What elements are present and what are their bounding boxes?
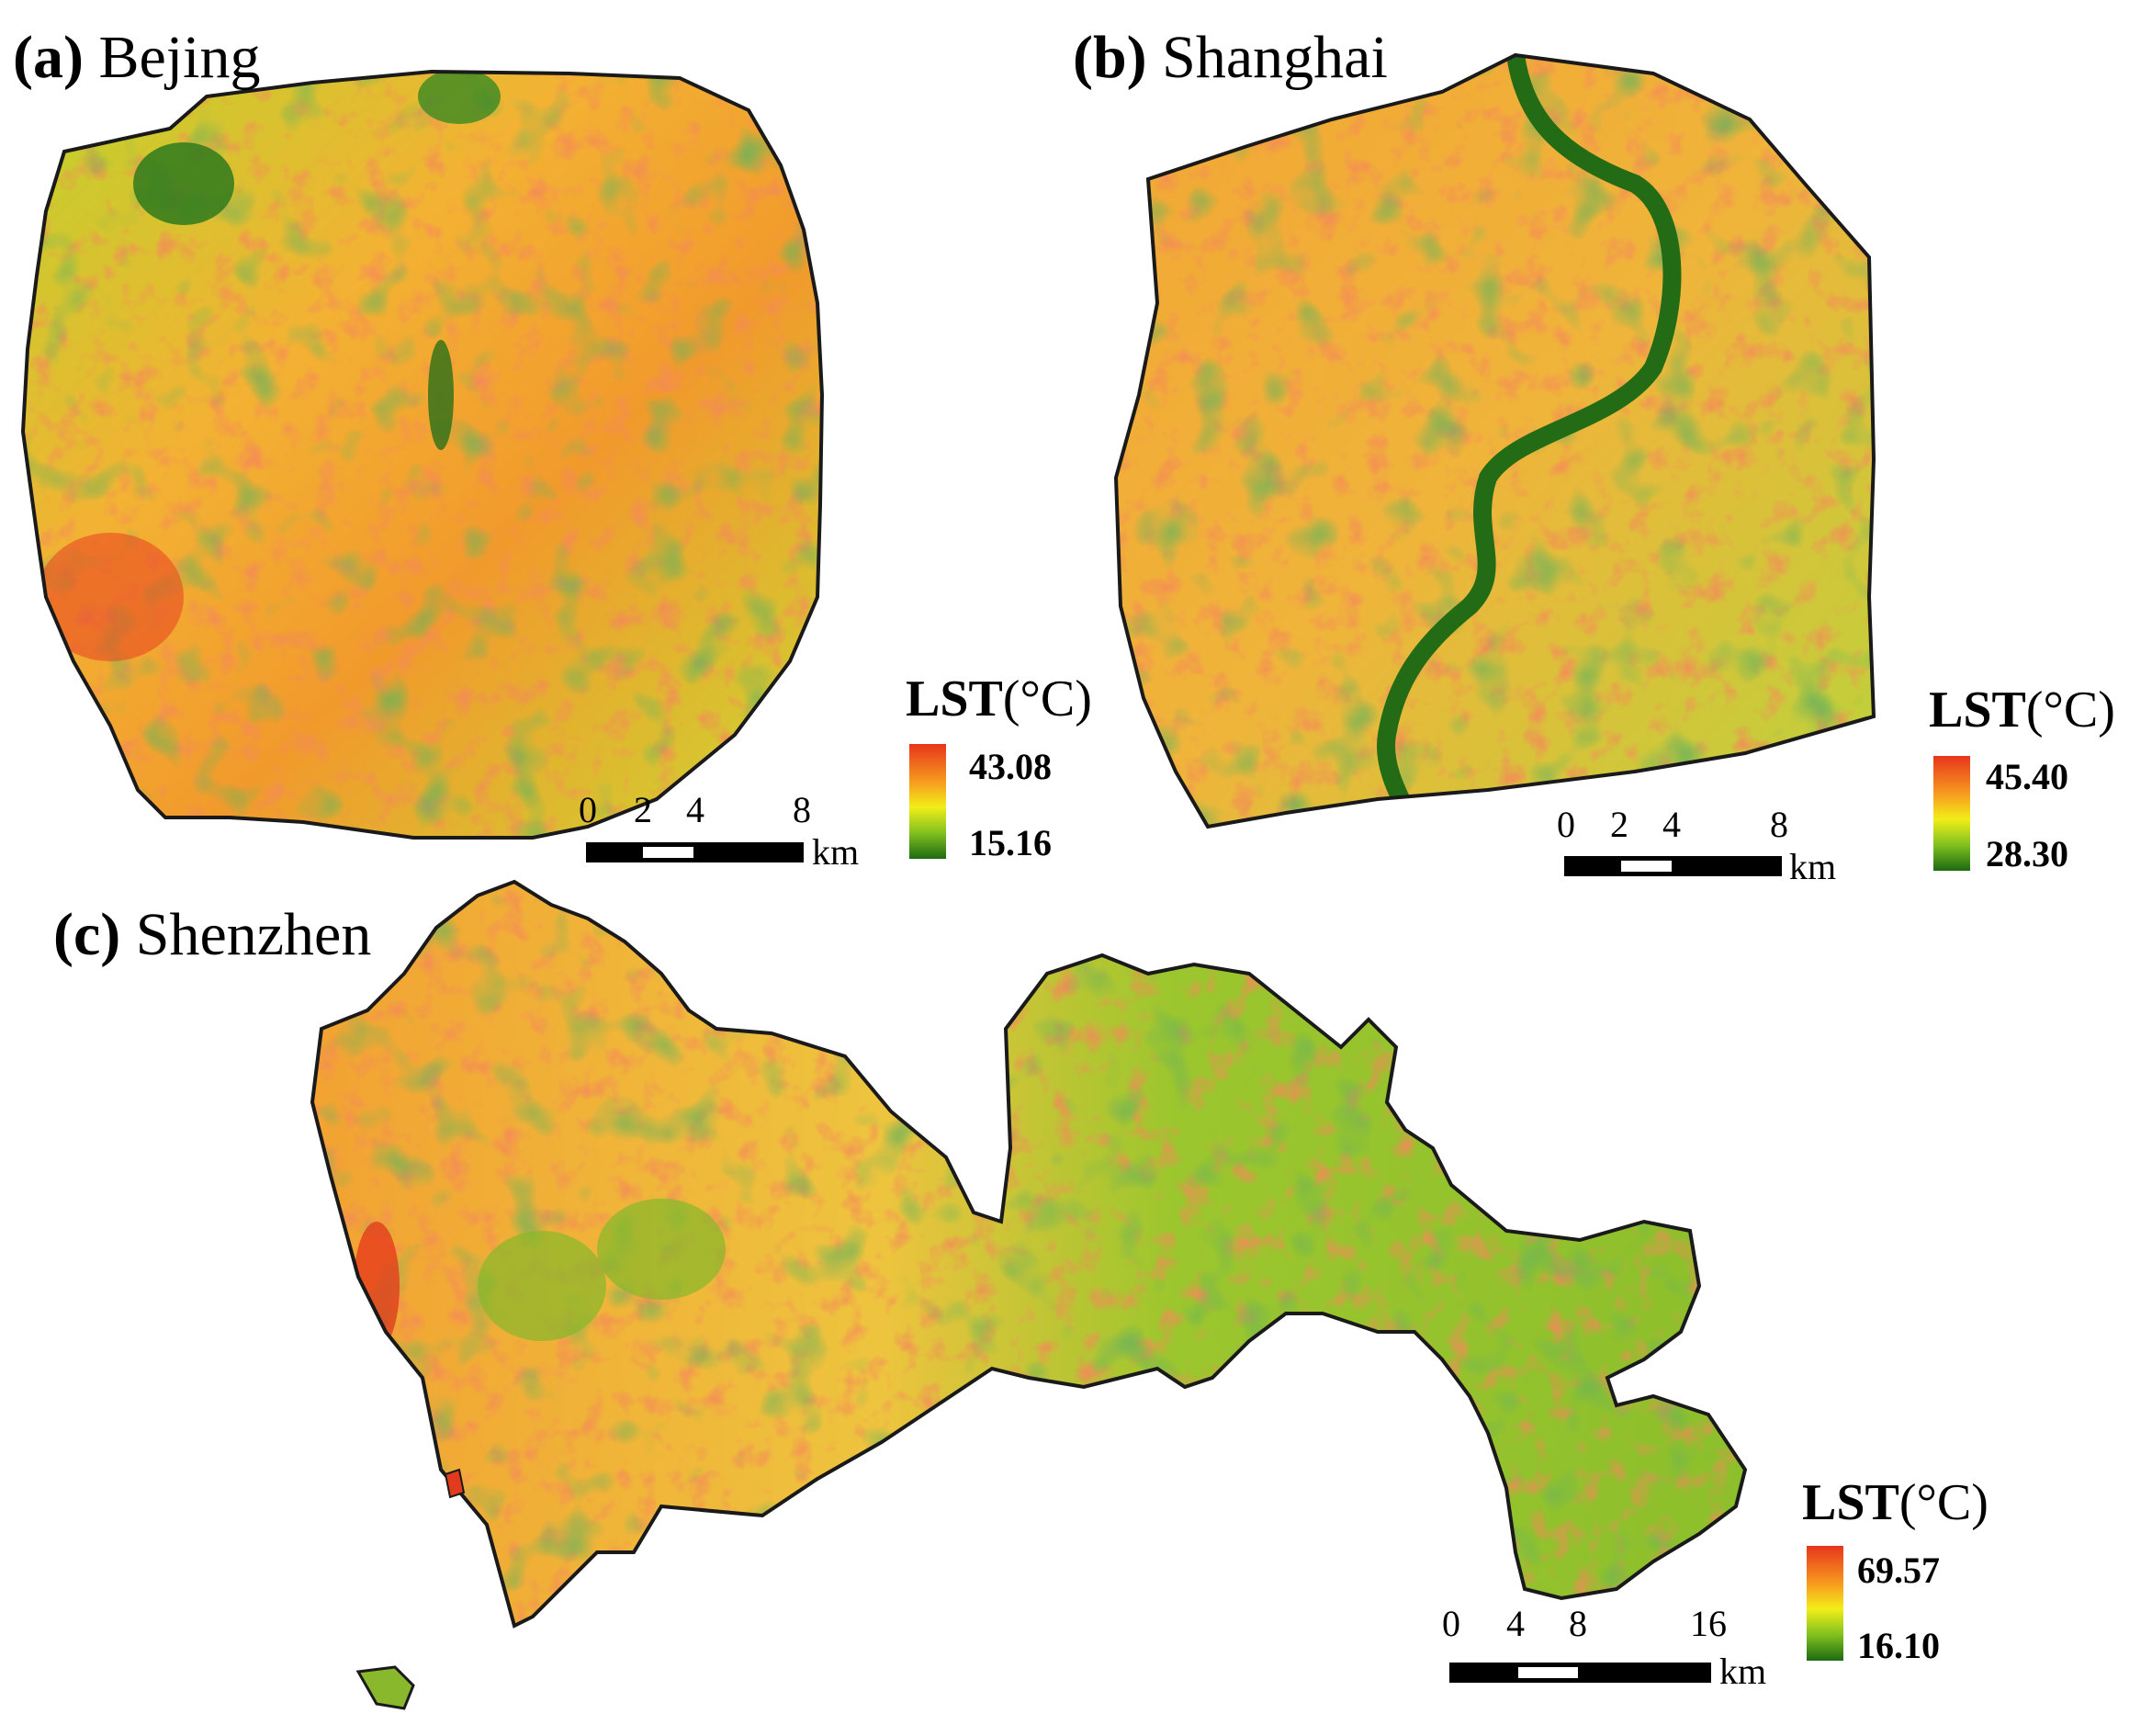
legend-colorbar-b bbox=[1933, 756, 1970, 871]
legend-colorbar-a bbox=[909, 744, 946, 859]
scalebar-c-unit: km bbox=[1719, 1651, 1767, 1692]
legend-min-c: 16.10 bbox=[1857, 1625, 1940, 1666]
legend-max-c: 69.57 bbox=[1857, 1550, 1940, 1591]
scalebar-b-tick: 2 bbox=[1610, 804, 1628, 845]
scalebar-a-tick: 2 bbox=[634, 789, 652, 830]
scalebar-b-tick: 4 bbox=[1662, 804, 1681, 845]
shenzhen-lst-map bbox=[310, 879, 1748, 1710]
scalebar-b-unit: km bbox=[1789, 846, 1837, 887]
scalebar-c-tick: 4 bbox=[1506, 1603, 1525, 1644]
legend-max-a: 43.08 bbox=[969, 746, 1052, 787]
panel-label-b: (b) Shanghai bbox=[1073, 24, 1388, 91]
scalebar-c-tick: 0 bbox=[1442, 1603, 1460, 1644]
scalebar-a bbox=[586, 842, 804, 862]
legend-colorbar-c bbox=[1807, 1546, 1843, 1661]
scalebar-b-tick: 0 bbox=[1557, 804, 1575, 845]
scalebar-c-tick: 8 bbox=[1569, 1603, 1587, 1644]
legend-title-c: LST(°C) bbox=[1802, 1474, 1989, 1531]
scalebar-c bbox=[1449, 1663, 1711, 1683]
legend-min-a: 15.16 bbox=[969, 822, 1052, 863]
legend-max-b: 45.40 bbox=[1986, 756, 2068, 797]
scalebar-a-unit: km bbox=[812, 831, 860, 873]
panel-label-c: (c) Shenzhen bbox=[53, 901, 372, 968]
scalebar-b bbox=[1564, 856, 1782, 876]
scalebar-b-tick: 8 bbox=[1770, 804, 1788, 845]
panel-label-a: (a) Bejing bbox=[13, 24, 261, 91]
shanghai-lst-map bbox=[1113, 52, 1876, 829]
legend-title-a: LST(°C) bbox=[906, 671, 1092, 727]
scalebar-a-tick: 8 bbox=[793, 789, 811, 830]
legend-title-b: LST(°C) bbox=[1929, 682, 2115, 738]
scalebar-a-tick: 4 bbox=[686, 789, 704, 830]
beijing-lst-map bbox=[20, 69, 825, 840]
scalebar-a-tick: 0 bbox=[579, 789, 597, 830]
scalebar-c-tick: 16 bbox=[1690, 1603, 1727, 1644]
legend-min-b: 28.30 bbox=[1986, 833, 2068, 874]
